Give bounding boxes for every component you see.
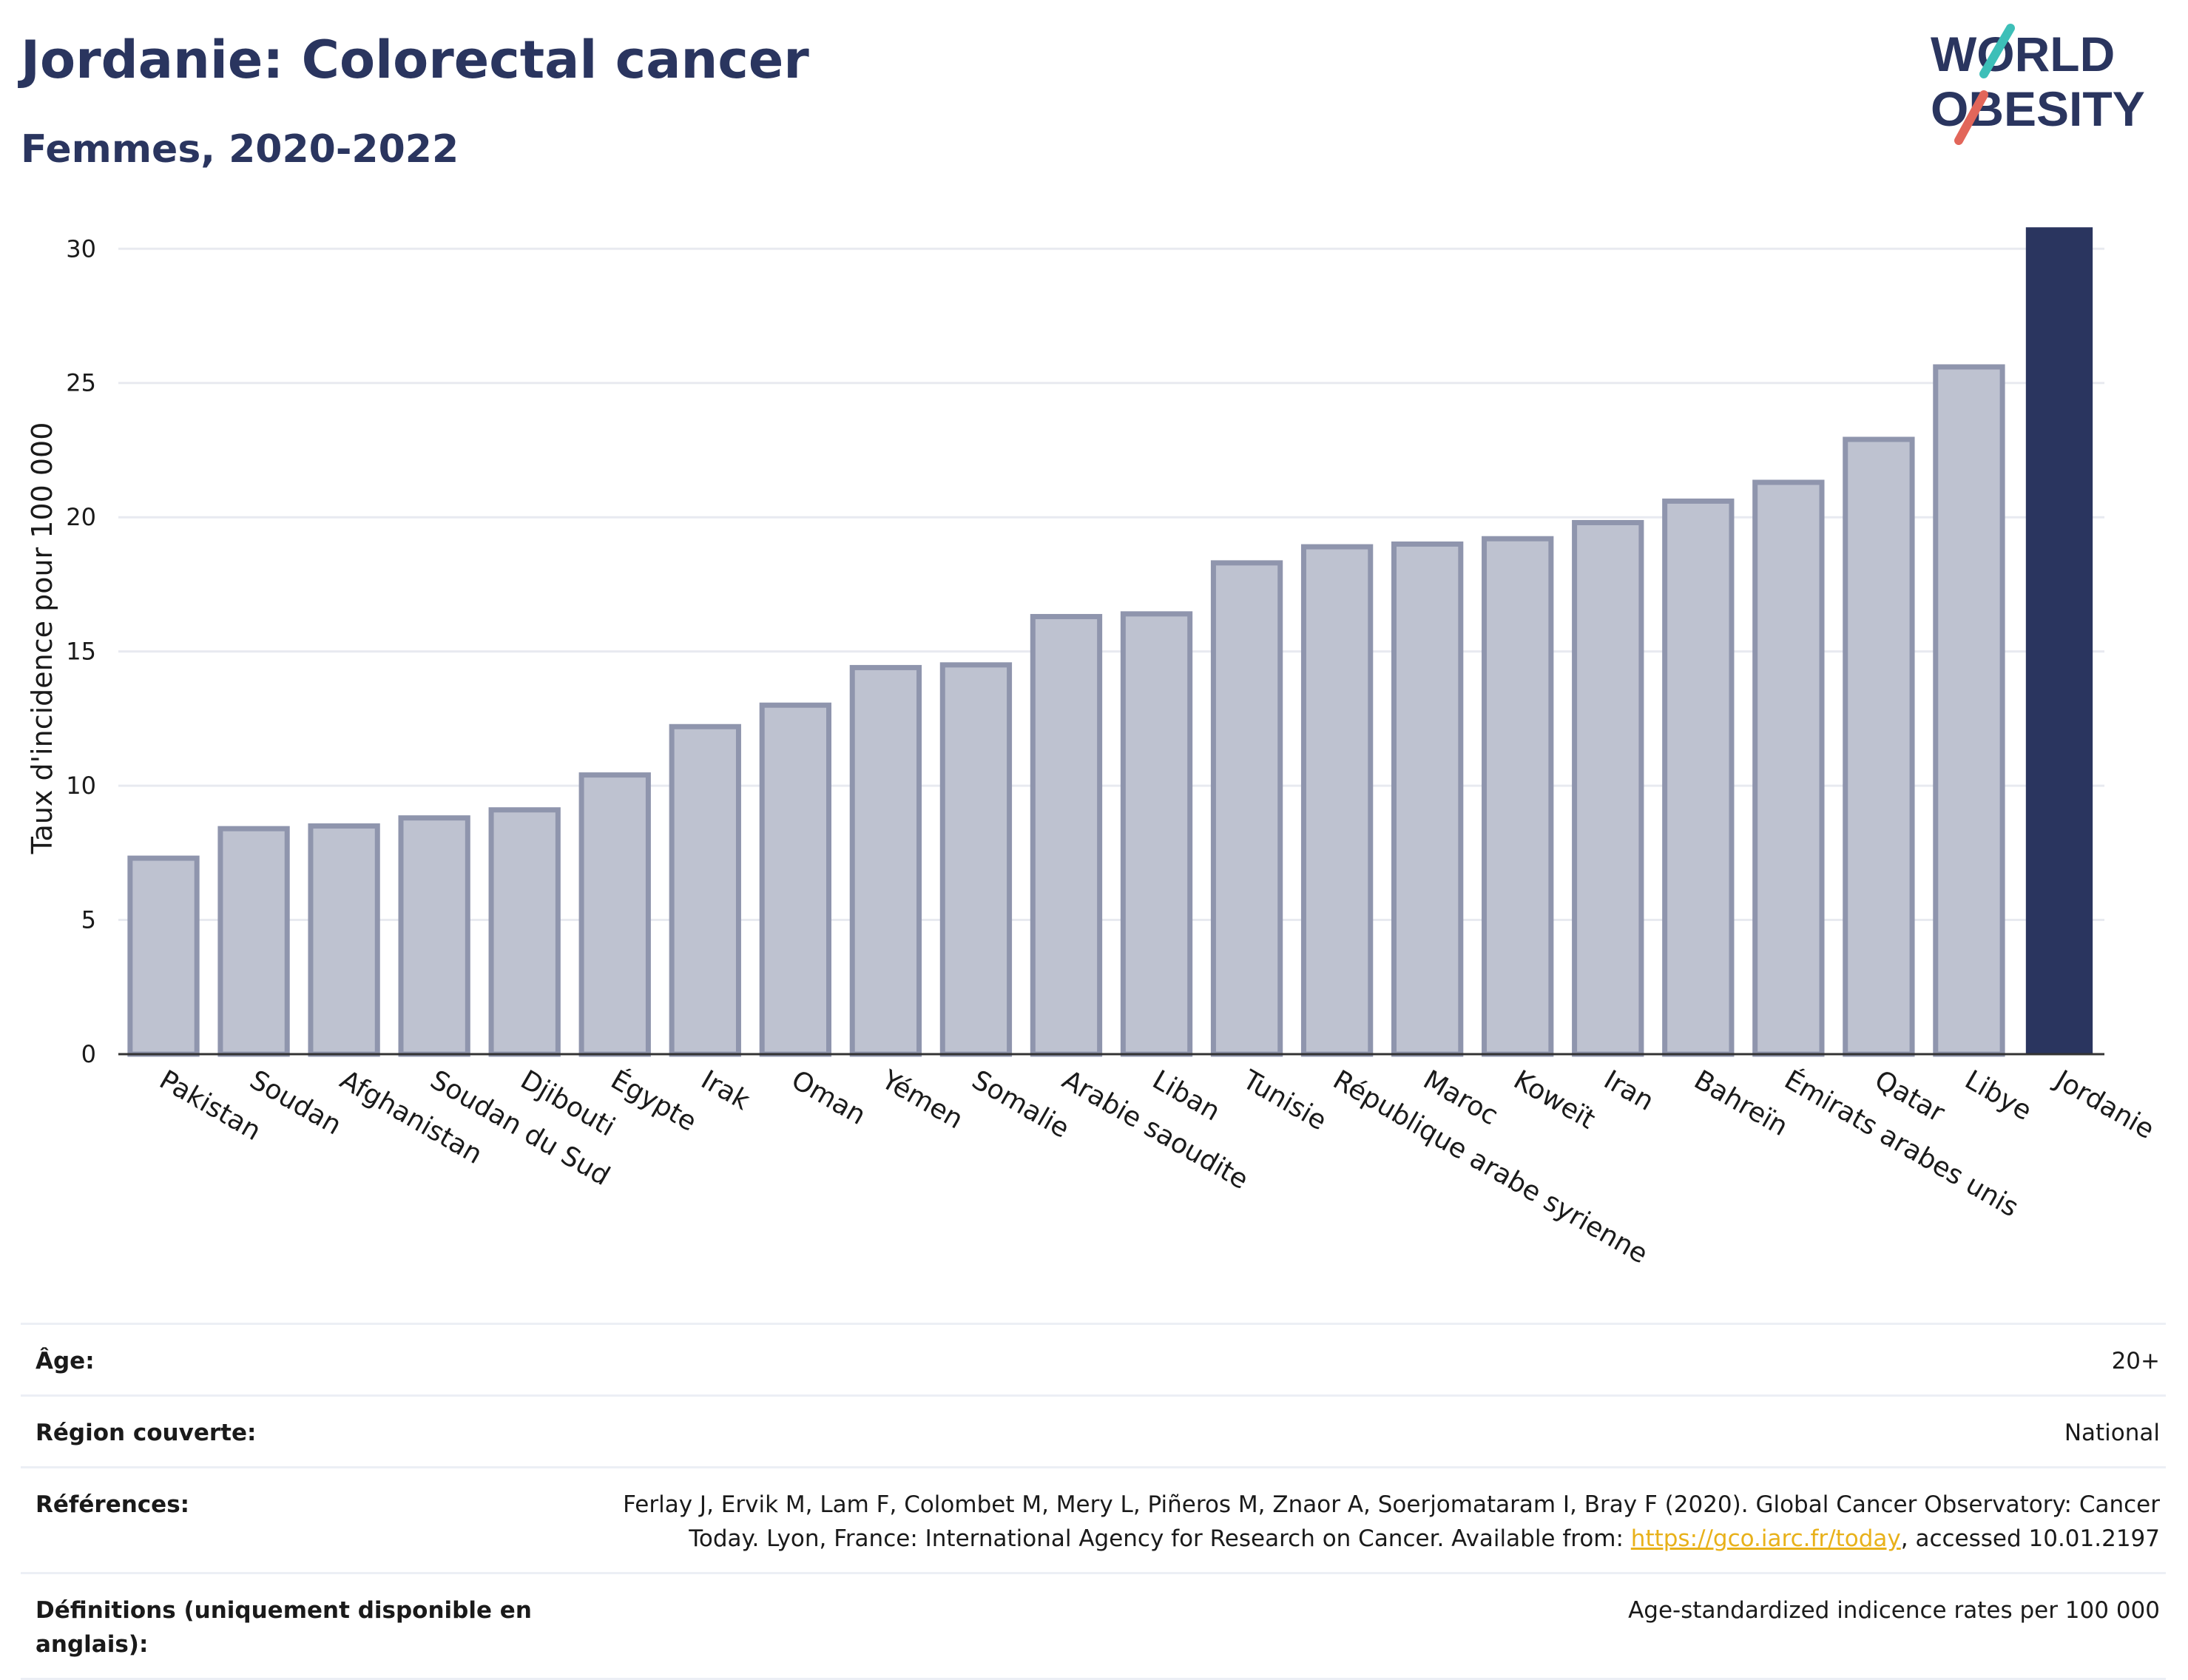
x-tick-label: Bahreïn bbox=[1689, 1065, 1792, 1142]
bar bbox=[1391, 541, 1464, 1057]
meta-label-references: Références: bbox=[36, 1491, 190, 1518]
references-link[interactable]: https://gco.iarc.fr/today bbox=[1630, 1525, 1901, 1552]
meta-row-age: Âge: 20+ bbox=[21, 1323, 2166, 1394]
meta-label-region: Région couverte: bbox=[36, 1420, 257, 1446]
y-tick-label: 15 bbox=[66, 638, 96, 666]
bar bbox=[398, 815, 470, 1057]
logo-text-world: WORLD bbox=[1931, 27, 2115, 81]
bar bbox=[2025, 227, 2093, 1054]
x-tick-label: Koweït bbox=[1508, 1065, 1600, 1135]
bar bbox=[939, 662, 1013, 1057]
bar bbox=[217, 826, 290, 1057]
bar bbox=[669, 723, 741, 1057]
y-axis-title: Taux d'incidence pour 100 000 bbox=[26, 422, 58, 855]
y-tick-label: 30 bbox=[66, 235, 96, 263]
y-tick-label: 0 bbox=[81, 1040, 96, 1068]
bar-chart: 0 5 10 15 20 25 30 Taux d'incidence pour 100 00… bbox=[26, 227, 2159, 1270]
x-tick-label: Libye bbox=[1959, 1065, 2036, 1127]
metadata-table: Âge: 20+ Région couverte: National Référ… bbox=[21, 1323, 2166, 1680]
y-tick-label: 20 bbox=[66, 503, 96, 531]
meta-row-region: Région couverte: National bbox=[21, 1394, 2166, 1466]
bar bbox=[1210, 560, 1283, 1057]
bar bbox=[127, 855, 200, 1057]
meta-value-region: National bbox=[2064, 1420, 2160, 1446]
x-tick-label: Tunisie bbox=[1237, 1065, 1331, 1137]
bar bbox=[1120, 611, 1193, 1057]
bar bbox=[1933, 364, 2005, 1057]
x-tick-label: Somalie bbox=[967, 1065, 1074, 1144]
bar bbox=[849, 664, 922, 1057]
meta-label-age: Âge: bbox=[36, 1348, 95, 1374]
x-tick-label: Irak bbox=[696, 1065, 755, 1116]
x-tick-label: Iran bbox=[1598, 1065, 1658, 1117]
y-tick-label: 25 bbox=[66, 369, 96, 397]
meta-value-age: 20+ bbox=[2111, 1348, 2160, 1374]
y-tick-label: 10 bbox=[66, 772, 96, 800]
references-text: Ferlay J, Ervik M, Lam F, Colombet M, Me… bbox=[623, 1491, 2160, 1552]
logo-slash-top bbox=[1979, 24, 2015, 78]
bar bbox=[1662, 498, 1735, 1057]
bar bbox=[1843, 436, 1915, 1057]
x-tick-label: Oman bbox=[786, 1065, 871, 1131]
x-tick-label: République arabe syrienne bbox=[1328, 1065, 1652, 1269]
bar bbox=[1572, 519, 1644, 1057]
page-title: Jordanie: Colorectal cancer bbox=[21, 30, 809, 90]
x-tick-label: Jordanie bbox=[2049, 1064, 2159, 1145]
page-subtitle: Femmes, 2020-2022 bbox=[21, 127, 459, 172]
bar bbox=[308, 823, 380, 1057]
x-tick-label: Yémen bbox=[876, 1065, 968, 1136]
references-suffix: , accessed 10.01.2197 bbox=[1900, 1525, 2160, 1552]
meta-row-references: Références: Ferlay J, Ervik M, Lam F, Co… bbox=[21, 1466, 2166, 1572]
logo-slash-bottom bbox=[1954, 90, 1988, 145]
bar bbox=[1030, 613, 1103, 1057]
bar bbox=[1482, 536, 1554, 1057]
x-tick-label: Égypte bbox=[606, 1064, 702, 1137]
bar bbox=[488, 807, 561, 1057]
bar bbox=[1752, 479, 1825, 1057]
bar bbox=[578, 772, 651, 1057]
world-obesity-logo: WORLD OBESITY bbox=[1931, 24, 2145, 145]
meta-value-definitions: Age-standardized indicence rates per 100… bbox=[1628, 1597, 2160, 1624]
bar bbox=[1300, 544, 1374, 1057]
x-tick-label: Pakistan bbox=[155, 1065, 266, 1147]
meta-value-references: Ferlay J, Ervik M, Lam F, Colombet M, Me… bbox=[607, 1488, 2160, 1556]
bar bbox=[759, 702, 831, 1057]
y-tick-label: 5 bbox=[81, 906, 96, 934]
meta-label-definitions: Définitions (uniquement disponible en an… bbox=[36, 1597, 532, 1658]
meta-row-definitions: Définitions (uniquement disponible en an… bbox=[21, 1572, 2166, 1680]
